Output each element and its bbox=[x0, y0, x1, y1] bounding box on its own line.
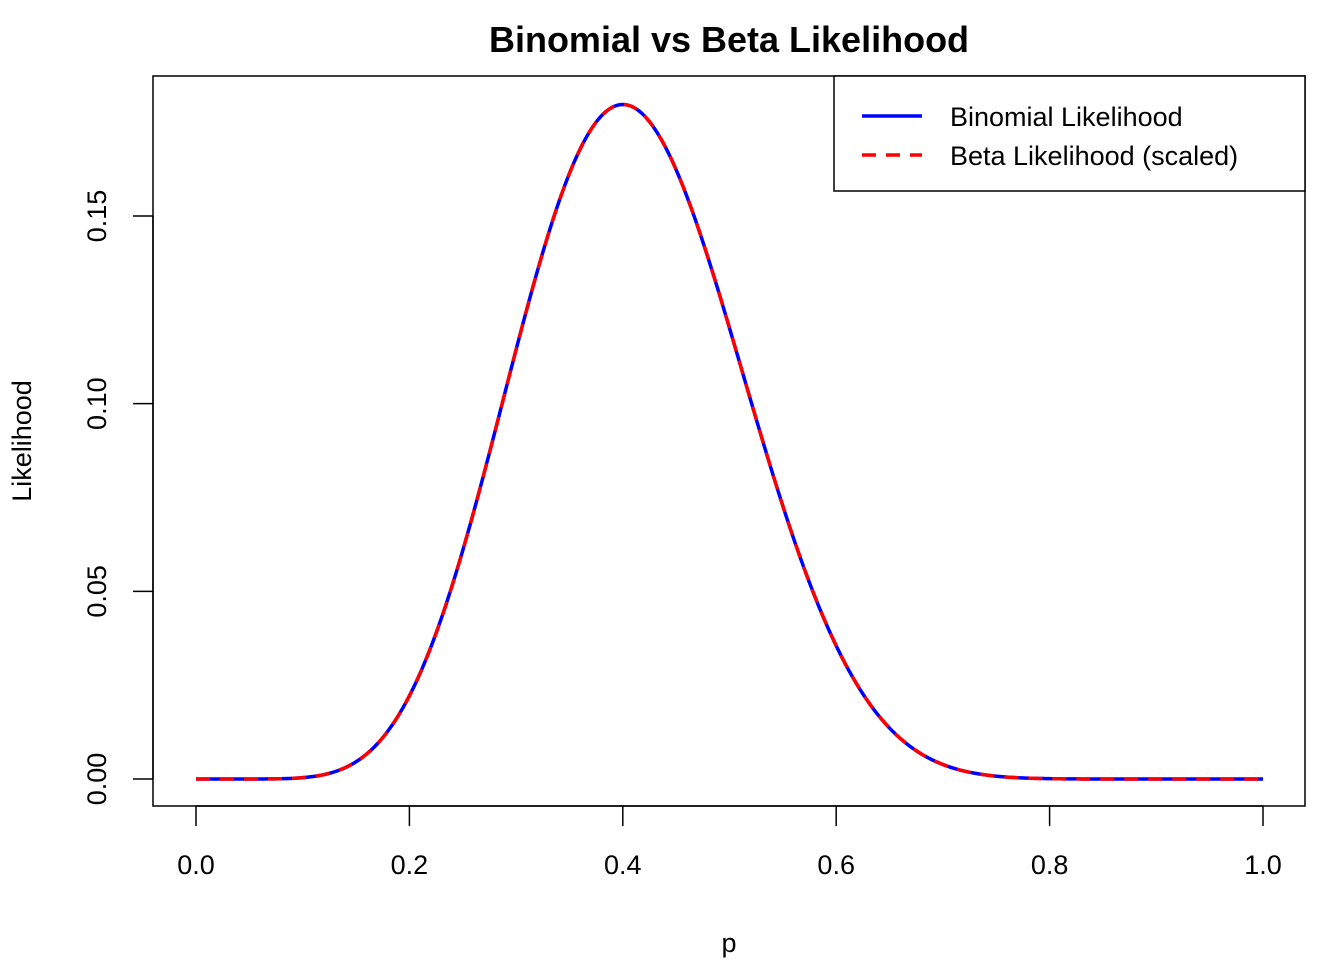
x-axis: 0.0 0.2 0.4 0.6 0.8 1.0 bbox=[177, 805, 1282, 880]
series-line-beta bbox=[196, 102, 1263, 781]
legend-label-beta: Beta Likelihood (scaled) bbox=[950, 141, 1238, 171]
y-axis: 0.00 0.05 0.10 0.15 bbox=[82, 190, 154, 806]
y-tick-label: 0.15 bbox=[82, 190, 112, 243]
chart-title: Binomial vs Beta Likelihood bbox=[489, 19, 969, 60]
legend-label-binomial: Binomial Likelihood bbox=[950, 102, 1183, 132]
x-tick-label: 1.0 bbox=[1244, 850, 1282, 880]
y-tick-label: 0.05 bbox=[82, 565, 112, 618]
x-tick-label: 0.6 bbox=[817, 850, 855, 880]
y-tick-label: 0.00 bbox=[82, 753, 112, 806]
y-tick-label: 0.10 bbox=[82, 377, 112, 430]
x-tick-label: 0.0 bbox=[177, 850, 215, 880]
x-tick-label: 0.4 bbox=[604, 850, 642, 880]
x-tick-label: 0.2 bbox=[391, 850, 429, 880]
series-lines bbox=[196, 102, 1263, 781]
legend-box bbox=[833, 75, 1306, 192]
y-axis-label: Likelihood bbox=[7, 380, 37, 502]
legend: Binomial Likelihood Beta Likelihood (sca… bbox=[833, 75, 1306, 192]
x-tick-label: 0.8 bbox=[1031, 850, 1069, 880]
x-axis-label: p bbox=[721, 928, 736, 958]
series-line-binomial bbox=[196, 102, 1263, 781]
